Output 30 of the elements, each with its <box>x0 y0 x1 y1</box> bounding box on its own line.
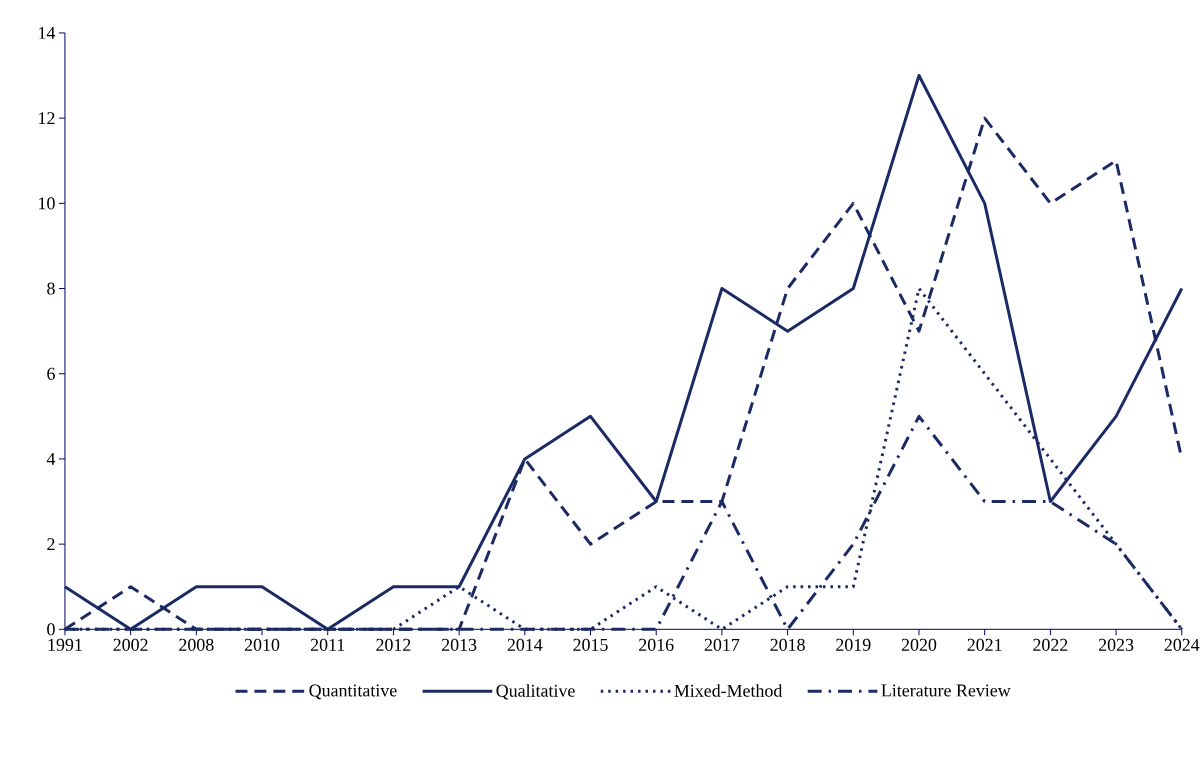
x-tick-label: 2002 <box>113 638 148 651</box>
y-tick-label: 4 <box>46 452 56 465</box>
x-tick-label: 2019 <box>836 638 871 651</box>
legend-label: Literature Review <box>881 684 1011 697</box>
y-tick-label: 8 <box>47 282 55 295</box>
x-tick-label: 2018 <box>770 638 805 651</box>
x-tick-label: 2021 <box>967 638 1002 651</box>
y-tick-label: 2 <box>47 538 55 550</box>
x-tick-label: 2013 <box>441 638 477 651</box>
x-tick-label: 2012 <box>376 638 411 651</box>
x-tick-label: 2011 <box>310 638 345 651</box>
legend-label: Quantitative <box>309 684 397 700</box>
legend-label: Mixed-Method <box>674 684 783 697</box>
y-tick-label: 6 <box>47 367 55 380</box>
legend-label: Qualitative <box>496 684 575 700</box>
x-tick-label: 2024 <box>1164 638 1200 651</box>
y-tick-label: 10 <box>39 197 55 210</box>
x-tick-label: 2020 <box>901 638 937 651</box>
x-tick-label: 1991 <box>48 638 82 651</box>
x-tick-label: 2014 <box>507 638 543 651</box>
y-tick-label: 12 <box>39 112 55 124</box>
x-tick-label: 2015 <box>573 638 608 651</box>
x-tick-label: 2016 <box>639 638 674 651</box>
x-tick-label: 2010 <box>244 638 280 651</box>
x-tick-label: 2017 <box>704 638 740 651</box>
y-tick-label: 0 <box>47 623 55 636</box>
y-tick-label: 14 <box>39 26 56 39</box>
x-tick-label: 2008 <box>179 638 214 651</box>
x-tick-label: 2023 <box>1098 638 1134 651</box>
x-tick-label: 2022 <box>1033 638 1068 651</box>
